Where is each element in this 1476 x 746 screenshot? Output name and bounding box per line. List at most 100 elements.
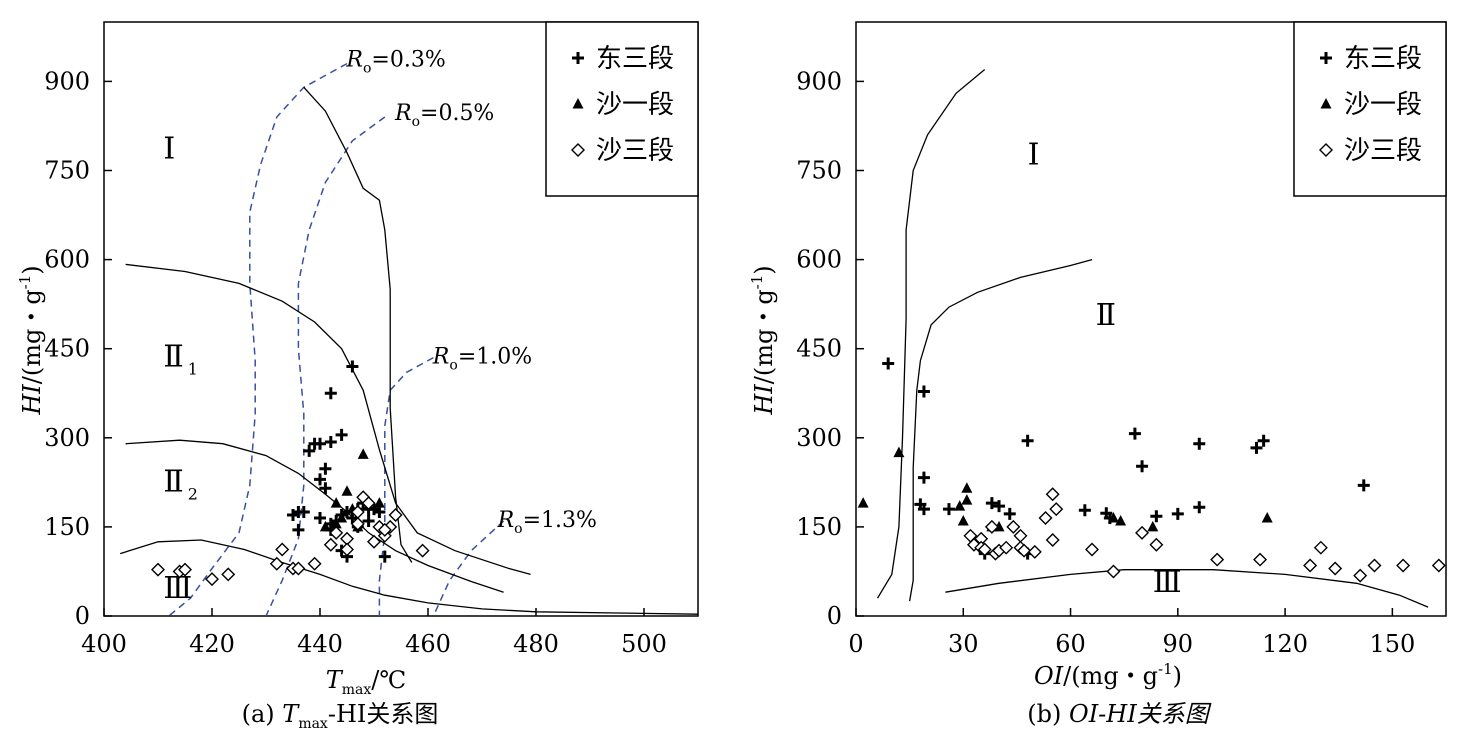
panel-b-legend-box bbox=[1293, 21, 1447, 197]
panel-a-ticks: 400 420 440 460 480 500 0 150 300 450 600 750 900 bbox=[44, 67, 667, 658]
panel-b-caption: (b) OI-HI关系图 bbox=[1027, 700, 1211, 728]
panel-a-point-diamond bbox=[367, 534, 381, 549]
panel-a-boundary-curve bbox=[125, 263, 531, 576]
panel-b-y-axis-label: HI/(mg・g-1) bbox=[748, 265, 778, 415]
panel-a-x-tick-label: 440 bbox=[297, 630, 343, 658]
panel-b-point-plus bbox=[942, 503, 955, 516]
panel-b-point-plus bbox=[1250, 441, 1263, 454]
panel-a-y-tick-label: 600 bbox=[44, 246, 90, 274]
panel-a-x-tick-label: 420 bbox=[189, 630, 235, 658]
panel-b-point-diamond bbox=[1106, 564, 1121, 579]
panel-a-x-axis-label: Tmax/℃ bbox=[326, 666, 406, 698]
panel-b-y-tick-label: 900 bbox=[796, 67, 842, 95]
panel-a-point-diamond bbox=[415, 543, 430, 558]
panel-b-point-diamond bbox=[977, 542, 992, 557]
panel-b-x-tick-label: 30 bbox=[948, 630, 979, 658]
panel-a-ro-lines bbox=[168, 62, 505, 617]
panel-a-point-diamond bbox=[221, 567, 236, 582]
panel-a-boundary-curve bbox=[303, 86, 413, 563]
panel-a-legend-label: 东三段 bbox=[596, 44, 674, 74]
panel-a-point-diamond bbox=[205, 572, 219, 587]
panel-a-point-diamond bbox=[350, 516, 365, 531]
panel-a-point-diamond bbox=[307, 556, 322, 571]
panel-a-point-diamond bbox=[323, 537, 338, 552]
panel-a-zone-labels: Ⅰ Ⅱ 1 Ⅱ 2 Ⅲ bbox=[163, 132, 198, 607]
panel-b-point-diamond bbox=[1313, 540, 1328, 555]
panel-b-zone-label: Ⅱ bbox=[1096, 298, 1116, 333]
panel-b-point-diamond bbox=[1013, 528, 1028, 543]
panel-a-point-plus bbox=[319, 462, 332, 475]
panel-b-point-diamond bbox=[1328, 561, 1343, 576]
panel-b-point-plus bbox=[1150, 510, 1163, 523]
panel-b-point-diamond bbox=[1135, 525, 1150, 540]
panel-a-point-plus bbox=[346, 511, 359, 524]
panel-a-point-plus bbox=[362, 514, 375, 527]
panel-b-point-diamond bbox=[1045, 487, 1060, 502]
panel-a-points bbox=[151, 360, 430, 587]
panel-a-point-plus bbox=[373, 506, 386, 519]
panel-b-point-diamond bbox=[1085, 542, 1099, 557]
panel-b-point-diamond bbox=[1431, 558, 1446, 573]
panel-b-point-diamond bbox=[1049, 502, 1064, 517]
panel-a-legend-box bbox=[545, 21, 699, 197]
panel-b-points bbox=[857, 357, 1446, 583]
panel-b-legend-label: 沙三段 bbox=[1344, 136, 1422, 166]
panel-b-point-diamond bbox=[1303, 558, 1318, 573]
panel-b-point-diamond bbox=[1038, 511, 1053, 525]
panel-a-point-plus bbox=[314, 511, 326, 524]
panel-b-zone-label: Ⅲ bbox=[1153, 565, 1182, 600]
panel-b-point-plus bbox=[1136, 460, 1149, 473]
panel-a-ro-label: Ro=1.3% bbox=[497, 508, 597, 537]
panel-a-legend-marker bbox=[572, 98, 584, 109]
panel-b-point-plus bbox=[882, 357, 895, 370]
panel-b-y-tick-label: 0 bbox=[827, 602, 842, 630]
panel-b-point-plus bbox=[1078, 504, 1091, 517]
panel-a-point-triangle bbox=[330, 517, 342, 529]
panel-a-y-tick-label: 150 bbox=[44, 513, 90, 541]
panel-b-legend-marker bbox=[1319, 143, 1333, 157]
panel-b-x-tick-label: 90 bbox=[1163, 630, 1194, 658]
panel-b-legend-marker bbox=[1320, 52, 1332, 64]
panel-a-point-plus bbox=[319, 482, 332, 495]
panel-b-point-diamond bbox=[1045, 532, 1060, 547]
panel-b-point-plus bbox=[985, 497, 998, 510]
panel-a-ro-label: Ro=0.5% bbox=[394, 101, 494, 130]
panel-a-point-plus bbox=[303, 444, 316, 457]
panel-b-point-triangle bbox=[954, 500, 966, 511]
panel-b-point-plus bbox=[1003, 507, 1016, 520]
panel-b-point-diamond bbox=[1210, 552, 1225, 567]
panel-a-ro-line bbox=[265, 116, 386, 617]
panel-a-ro-label: Ro=1.0% bbox=[432, 345, 532, 374]
panel-a-point-triangle bbox=[336, 511, 348, 523]
panel-b-point-plus bbox=[993, 500, 1006, 513]
panel-b-point-diamond bbox=[1353, 568, 1368, 583]
panel-b-y-tick-label: 300 bbox=[796, 424, 842, 452]
panel-a-y-tick-label: 450 bbox=[44, 335, 90, 363]
panel-b-y-tick-label: 150 bbox=[796, 513, 842, 541]
panel-b-point-triangle bbox=[1261, 511, 1273, 523]
panel-b-point-triangle bbox=[957, 514, 969, 526]
panel-a-point-triangle bbox=[373, 497, 385, 508]
panel-b-plot-frame bbox=[855, 21, 1447, 617]
panel-a-point-plus bbox=[314, 437, 326, 450]
panel-b-point-triangle bbox=[893, 446, 905, 458]
panel-b-point-diamond bbox=[1149, 537, 1164, 552]
panel-a-point-plus bbox=[314, 473, 326, 486]
panel-b-point-plus bbox=[917, 385, 930, 398]
panel-b-point-triangle bbox=[961, 482, 973, 493]
panel-a-ro-line bbox=[432, 520, 505, 617]
panel-a-x-tick-label: 460 bbox=[405, 630, 451, 658]
panel-b-boundary-curve bbox=[945, 569, 1429, 608]
panel-b-point-plus bbox=[1257, 434, 1270, 447]
panel-a-x-tick-label: 500 bbox=[621, 630, 667, 658]
panel-b-boundary-curve bbox=[908, 258, 1093, 602]
panel-a-ro-labels: Ro=0.3% Ro=0.5% Ro=1.0% Ro=1.3% bbox=[345, 48, 597, 537]
panel-a-point-diamond bbox=[377, 522, 392, 537]
panel-b-point-plus bbox=[1171, 507, 1184, 520]
panel-b-y-tick-label: 600 bbox=[796, 246, 842, 274]
panel-a-y-axis-label: HI/(mg・g-1) bbox=[16, 265, 46, 415]
